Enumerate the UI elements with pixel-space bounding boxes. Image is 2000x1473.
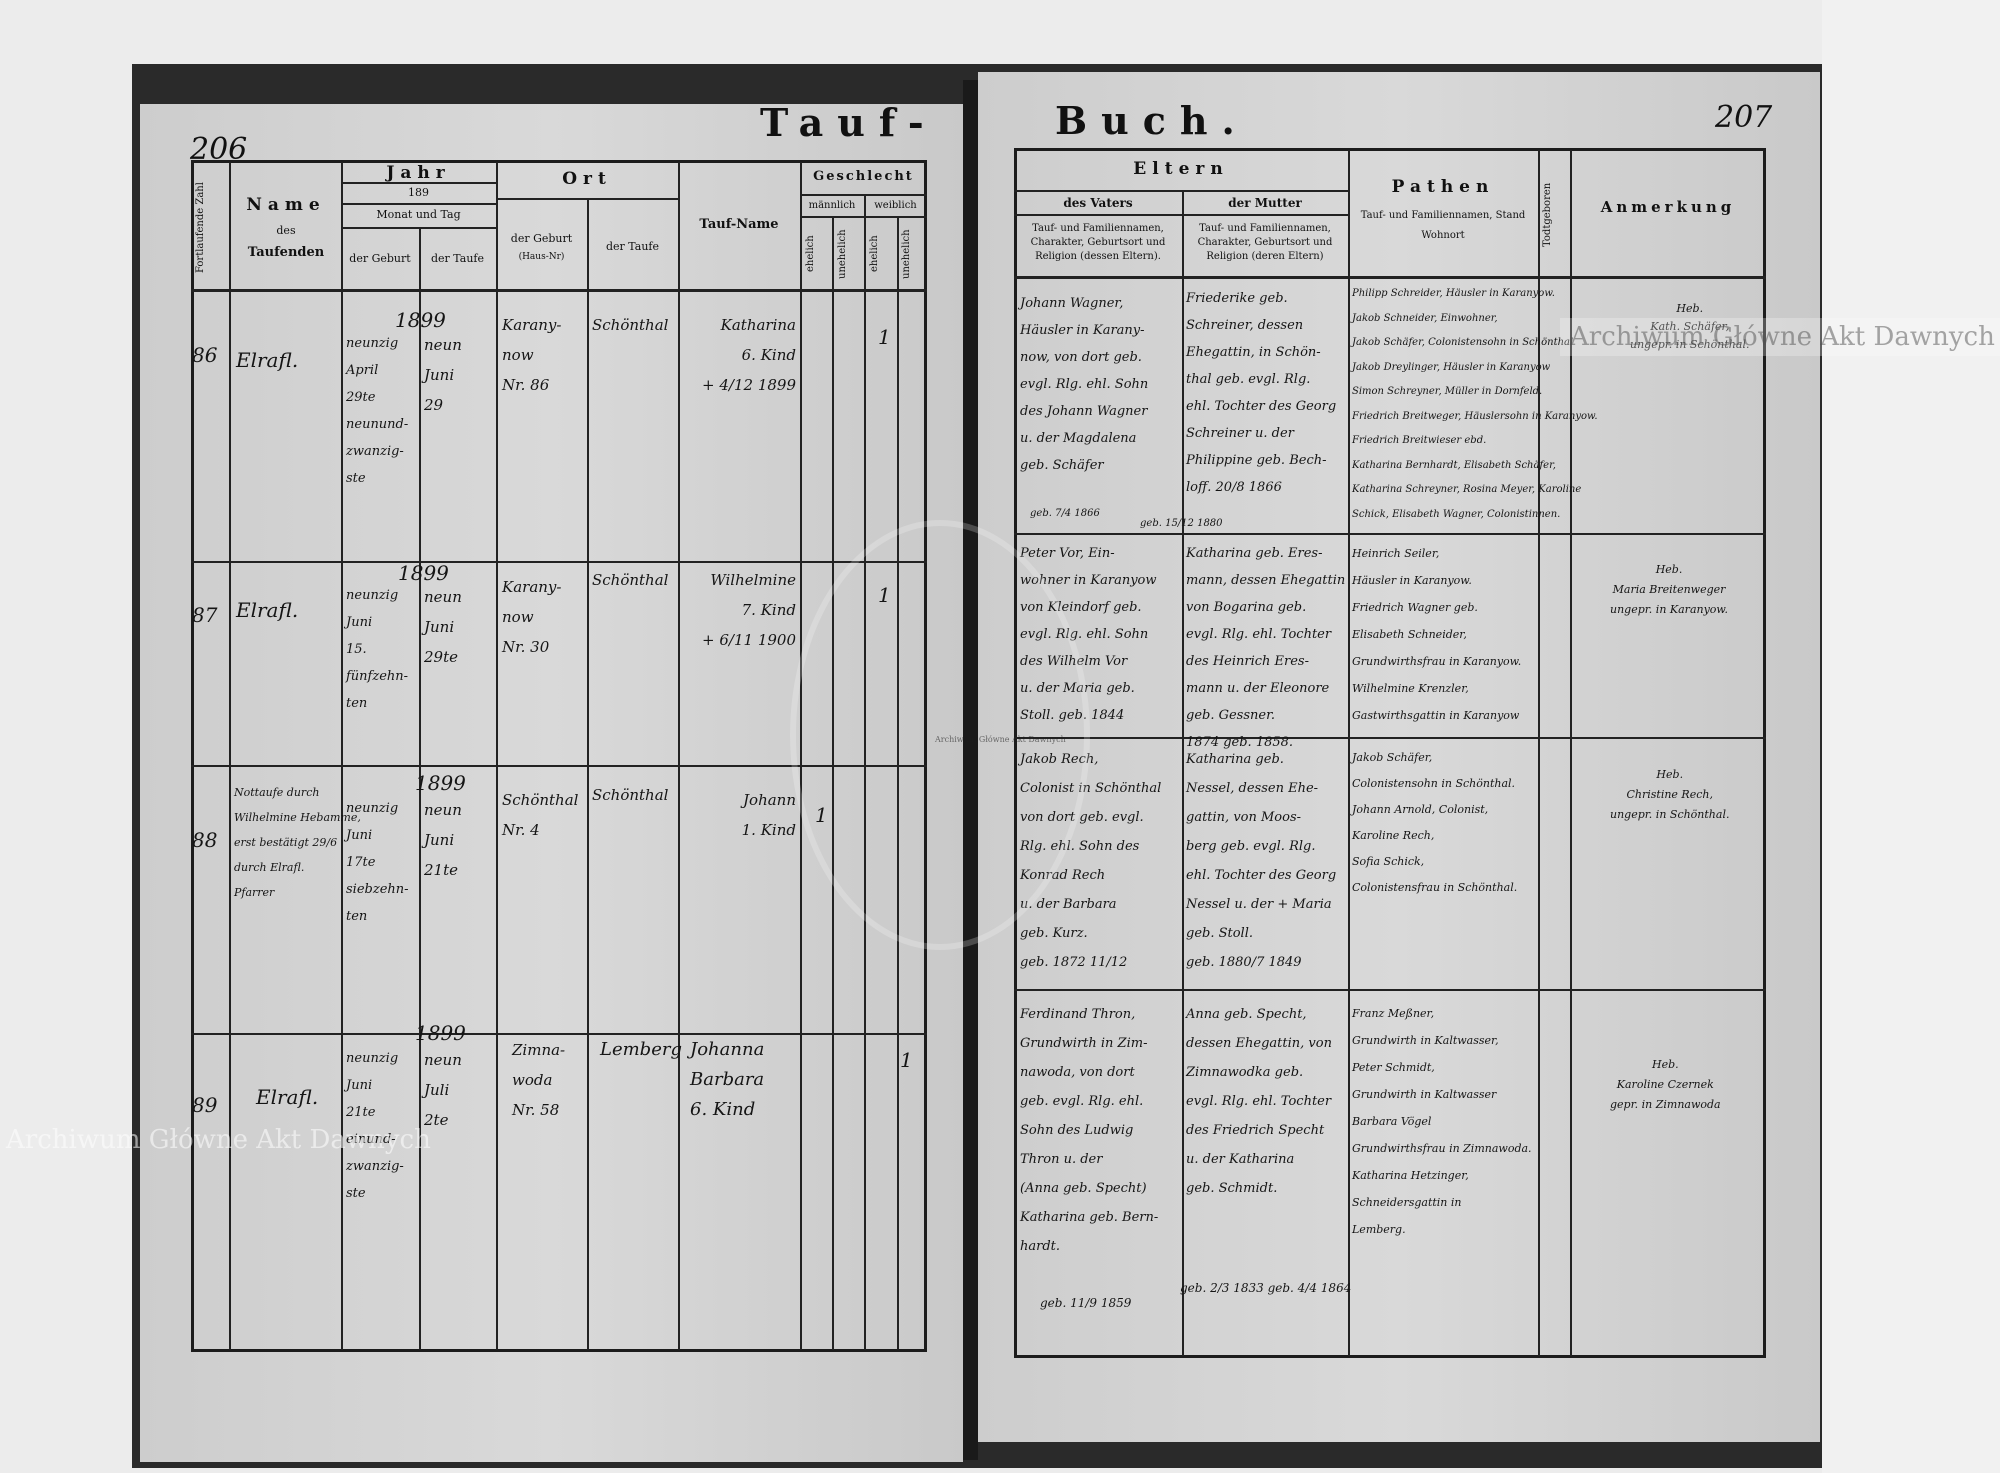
entry-baptism-date: neun Juni 29 bbox=[424, 336, 462, 414]
mother-date: geb. 2/3 1833 geb. 4/4 1864 bbox=[1180, 1281, 1352, 1295]
entry-place-birth: Karany- now Nr. 86 bbox=[502, 316, 562, 394]
mother-info: Friederike geb. Schreiner, dessen Ehegat… bbox=[1186, 291, 1337, 495]
header-female: weiblich bbox=[874, 200, 917, 211]
header-remarks: Anmerkung bbox=[1600, 198, 1736, 216]
entry-number: 86 bbox=[192, 343, 218, 367]
header-male-illegit: unehelich bbox=[837, 229, 848, 279]
archive-seal-watermark bbox=[790, 520, 1090, 950]
godparents: Jakob Schäfer, Colonistensohn in Schönth… bbox=[1352, 751, 1518, 894]
header-year-value: 189 bbox=[408, 186, 429, 199]
entry-number: 87 bbox=[192, 603, 218, 627]
header-father: des Vaters bbox=[1063, 196, 1133, 210]
entry-place-baptism: Schönthal bbox=[592, 316, 669, 334]
archive-watermark-center: Archiwum Główne Akt Dawnych bbox=[935, 735, 1066, 744]
header-year-birth: der Geburt bbox=[349, 252, 411, 265]
entry-place-baptism: Schönthal bbox=[592, 786, 669, 804]
header-place-baptism: der Taufe bbox=[605, 240, 659, 253]
entry-year: 1899 bbox=[395, 308, 446, 332]
header-female-legit: ehelich bbox=[869, 235, 880, 273]
page-number-right: 207 bbox=[1715, 100, 1773, 135]
header-male: männlich bbox=[808, 200, 856, 211]
header-mother: der Mutter bbox=[1228, 196, 1302, 210]
sex-mark: 1 bbox=[878, 325, 891, 349]
entry-name: Elrafl. bbox=[256, 1085, 319, 1109]
godparents: Philipp Schreider, Häusler in Karanyow. … bbox=[1352, 288, 1598, 520]
entry-baptismal-name: Johanna Barbara 6. Kind bbox=[690, 1039, 765, 1120]
header-mother-sub: Tauf- und Familiennamen, Charakter, Gebu… bbox=[1197, 223, 1333, 262]
godparents: Heinrich Seiler, Häusler in Karanyow. Fr… bbox=[1352, 547, 1522, 722]
entry-year: 1899 bbox=[415, 771, 466, 795]
entry-baptism-date: neun Juli 2te bbox=[424, 1051, 462, 1129]
entry-baptismal-name: Wilhelmine 7. Kind + 6/11 1900 bbox=[702, 571, 796, 649]
header-father-sub: Tauf- und Familiennamen, Charakter, Gebu… bbox=[1030, 223, 1166, 262]
archive-watermark-left: Archiwum Główne Akt Dawnych bbox=[6, 1125, 431, 1155]
header-month-day: Monat und Tag bbox=[376, 208, 461, 221]
remarks: Heb. Kath. Schäfer, ungepr. in Schönthal… bbox=[1630, 302, 1750, 351]
remarks: Heb. Karoline Czernek gepr. in Zimnawoda bbox=[1610, 1058, 1721, 1111]
mother-date: geb. 15/12 1880 bbox=[1140, 518, 1223, 529]
mother-info: Katharina geb. Nessel, dessen Ehe- gatti… bbox=[1186, 752, 1337, 970]
entry-birth-date: neunzig Juni 15. fünfzehn- ten bbox=[346, 588, 409, 711]
header-stillborn: Todtgeboren bbox=[1542, 182, 1553, 248]
header-year-baptism: der Taufe bbox=[430, 252, 484, 265]
scan-margin bbox=[1822, 0, 2000, 1473]
mother-info: Katharina geb. Eres- mann, dessen Ehegat… bbox=[1186, 546, 1346, 750]
register-title-right: Buch. bbox=[1055, 98, 1249, 143]
entry-place-birth: Karany- now Nr. 30 bbox=[502, 578, 562, 656]
entry-place-baptism: Schönthal bbox=[592, 571, 669, 589]
entry-baptismal-name: Katharina 6. Kind + 4/12 1899 bbox=[702, 316, 796, 394]
entry-number: 88 bbox=[192, 828, 218, 852]
sex-mark: 1 bbox=[900, 1048, 913, 1072]
header-godparents-sub: Tauf- und Familiennamen, Stand Wohnort bbox=[1360, 210, 1526, 241]
entry-name: Nottaufe durch Wilhelmine Hebamme, erst … bbox=[234, 786, 361, 899]
entry-baptism-date: neun Juni 29te bbox=[424, 588, 462, 666]
header-place-birth: der Geburt bbox=[510, 232, 573, 245]
header-baptismal-name: Tauf-Name bbox=[699, 217, 779, 232]
entry-number: 89 bbox=[192, 1093, 218, 1117]
header-sex: Geschlecht bbox=[813, 169, 914, 184]
header-name: Name bbox=[246, 195, 326, 215]
right-page bbox=[978, 72, 1820, 1442]
father-info: Johann Wagner, Häusler in Karany- now, v… bbox=[1020, 296, 1149, 473]
entry-year: 1899 bbox=[398, 561, 449, 585]
header-male-legit: ehelich bbox=[805, 235, 816, 273]
entry-name: Elrafl. bbox=[236, 348, 299, 372]
entry-name: Elrafl. bbox=[236, 598, 299, 622]
father-date: geb. 11/9 1859 bbox=[1040, 1296, 1132, 1310]
godparents: Franz Meßner, Grundwirth in Kaltwasser, … bbox=[1352, 1007, 1532, 1236]
header-name-des: des bbox=[276, 224, 296, 237]
header-parents: Eltern bbox=[1133, 159, 1229, 179]
father-info: Ferdinand Thron, Grundwirth in Zim- nawo… bbox=[1020, 1007, 1159, 1254]
father-date: geb. 7/4 1866 bbox=[1030, 508, 1100, 519]
header-godparents: Pathen bbox=[1391, 177, 1495, 197]
mother-info: Anna geb. Specht, dessen Ehegattin, von … bbox=[1186, 1007, 1332, 1196]
header-year: Jahr bbox=[386, 163, 451, 183]
archive-watermark-right: Archiwum Główne Akt Dawnych bbox=[1560, 318, 2000, 356]
entry-baptismal-name: Johann 1. Kind bbox=[741, 791, 796, 839]
remarks: Heb. Christine Rech, ungepr. in Schöntha… bbox=[1610, 768, 1730, 821]
entry-place-baptism: Lemberg bbox=[600, 1039, 682, 1060]
entry-place-birth: Zimna- woda Nr. 58 bbox=[512, 1041, 566, 1119]
remarks: Heb. Maria Breitenweger ungepr. in Karan… bbox=[1610, 563, 1729, 616]
entry-birth-date: neunzig April 29te neunund- zwanzig- ste bbox=[346, 336, 409, 486]
header-place: Ort bbox=[562, 169, 612, 189]
register-title-left: Tauf- bbox=[760, 100, 938, 145]
entry-place-birth: Schönthal Nr. 4 bbox=[502, 791, 579, 839]
header-female-illegit: unehelich bbox=[901, 229, 912, 279]
header-name-taufenden: Taufenden bbox=[247, 245, 325, 260]
header-place-birth-sub: (Haus-Nr) bbox=[518, 252, 565, 262]
entry-birth-date: neunzig Juni 21te einund- zwanzig- ste bbox=[346, 1051, 404, 1201]
entry-birth-date: neunzig Juni 17te siebzehn- ten bbox=[346, 801, 409, 924]
header-number: Fortlaufende Zahl bbox=[195, 182, 206, 273]
entry-baptism-date: neun Juni 21te bbox=[424, 801, 462, 879]
entry-year: 1899 bbox=[415, 1021, 466, 1045]
